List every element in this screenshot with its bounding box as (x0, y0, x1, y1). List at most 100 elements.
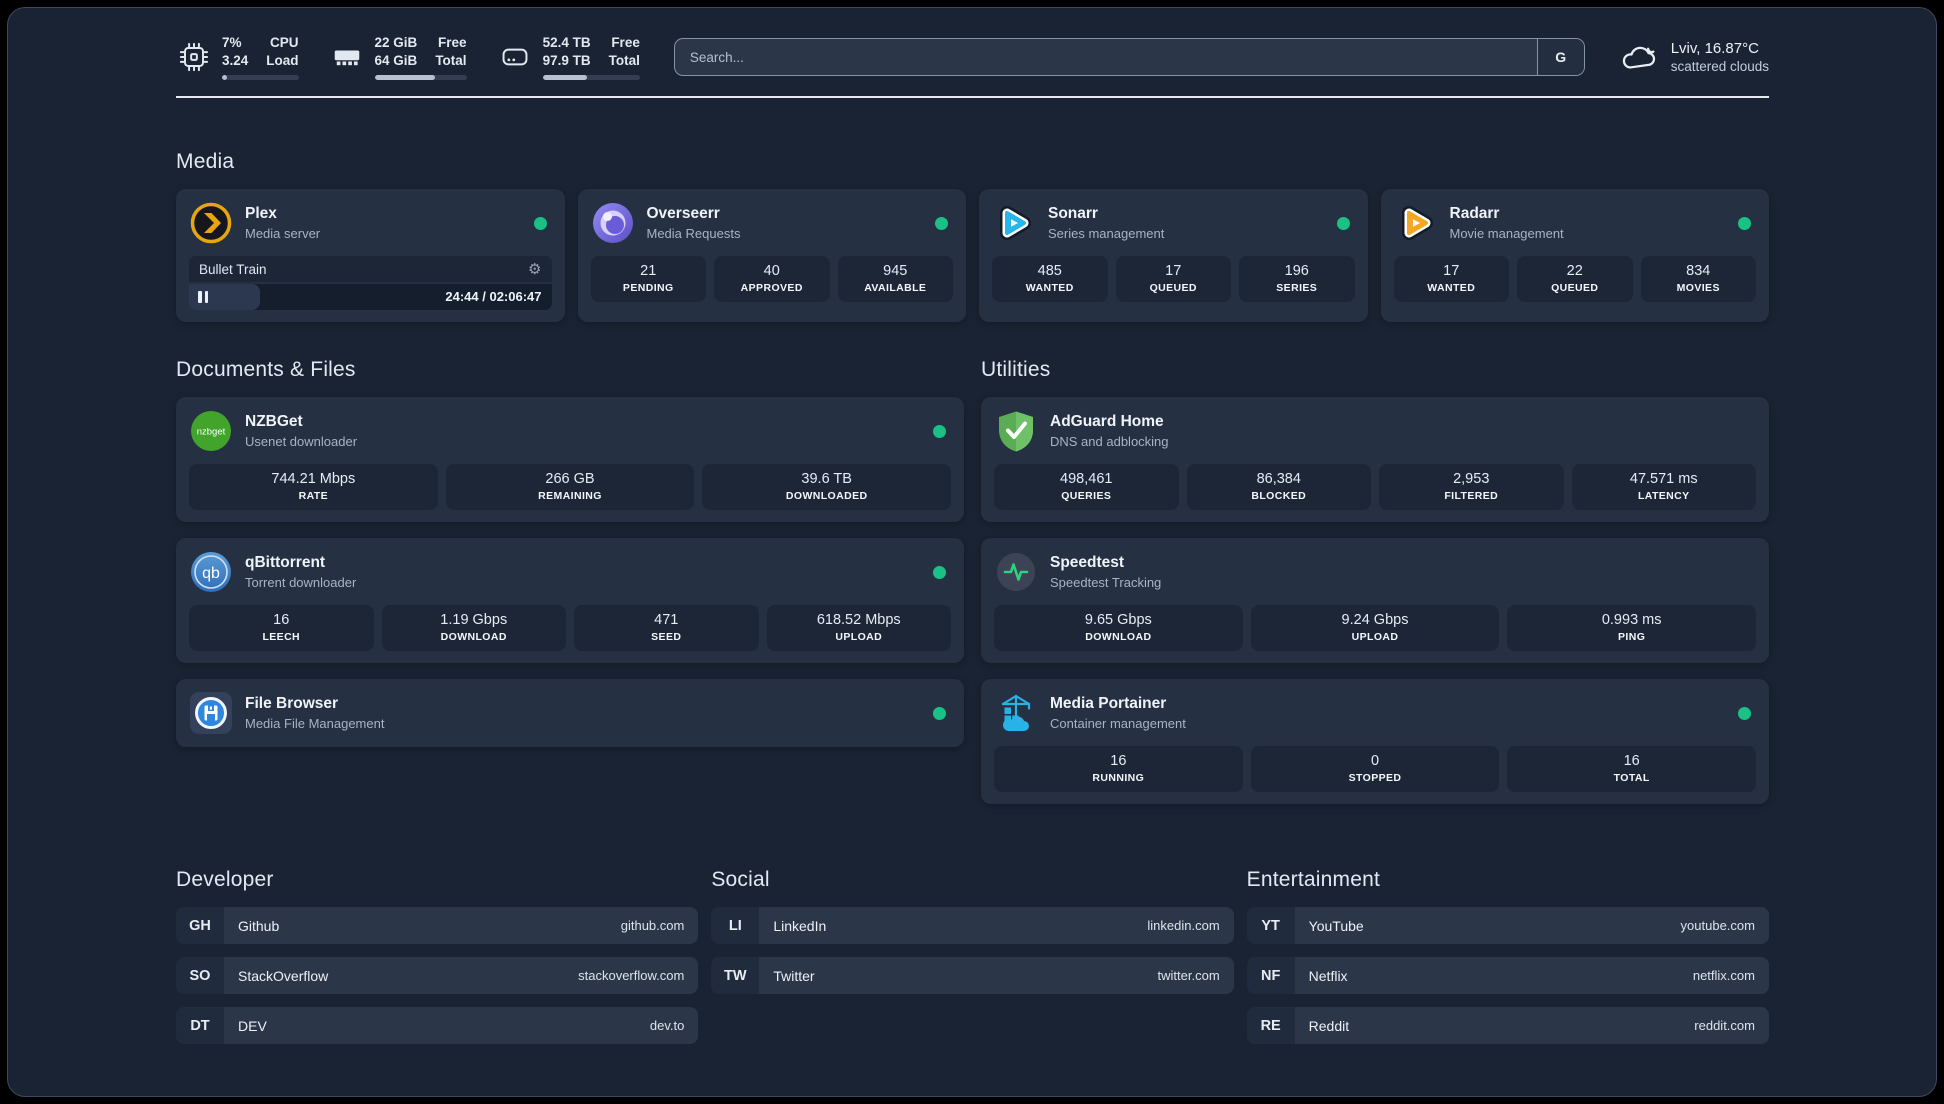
disk-labels: Free Total (608, 35, 640, 68)
section-utilities: Utilities (981, 358, 1769, 805)
stat-pending: 21 PENDING (590, 256, 706, 303)
bookmark-abbr: DT (176, 1007, 224, 1045)
system-stats: 7% 3.24 CPU Load (176, 34, 640, 81)
bookmark-name: Github (238, 917, 280, 934)
ram-labels: Free Total (435, 35, 467, 68)
bookmark-linkedin[interactable]: LI LinkedIn linkedin.com (711, 907, 1234, 945)
cpu-chip-icon (179, 42, 209, 72)
cloud-icon (1622, 46, 1655, 69)
overseerr-icon (591, 201, 635, 245)
app-name: Plex (245, 205, 277, 223)
search-input[interactable] (674, 39, 1537, 76)
sonarr-icon (992, 201, 1036, 245)
app-card-qbittorrent[interactable]: qb qBittorrent Torrent downloader (176, 538, 964, 664)
app-description: Usenet downloader (245, 433, 358, 449)
bookmark-abbr: TW (711, 957, 760, 995)
stat-available: 945 AVAILABLE (837, 256, 953, 303)
app-name: Sonarr (1048, 205, 1098, 223)
stat-wanted: 17 WANTED (1393, 256, 1509, 303)
app-description: Series management (1048, 225, 1165, 241)
stat-download: 9.65 Gbps DOWNLOAD (994, 605, 1243, 652)
stat-leech: 16 LEECH (189, 605, 374, 652)
stat-running: 16 RUNNING (994, 746, 1243, 793)
status-dot (533, 216, 547, 230)
bookmark-name: YouTube (1308, 917, 1364, 934)
app-card-nzbget[interactable]: nzbget NZBGet Usenet downloader 74 (176, 397, 964, 523)
cpu-progress-bar (222, 75, 299, 81)
search-engine-button[interactable]: G (1536, 39, 1584, 76)
now-playing-title: Bullet Train (199, 261, 267, 277)
bookmark-url: stackoverflow.com (578, 968, 685, 984)
gear-icon[interactable]: ⚙ (528, 260, 542, 278)
bookmark-name: Netflix (1308, 967, 1348, 984)
stat-queued: 22 QUEUED (1517, 256, 1633, 303)
status-dot (933, 706, 946, 720)
filebrowser-icon (189, 691, 233, 735)
bookmark-name: StackOverflow (238, 967, 329, 984)
speedtest-icon (994, 550, 1038, 594)
radarr-icon (1394, 201, 1438, 245)
stat-remaining: 266 GB REMAINING (445, 464, 695, 511)
stat-blocked: 86,384 BLOCKED (1186, 464, 1371, 511)
stat-series: 196 SERIES (1239, 256, 1355, 303)
bookmark-abbr: GH (176, 907, 224, 945)
bookmark-stackoverflow[interactable]: SO StackOverflow stackoverflow.com (176, 957, 699, 995)
ram-progress-bar (374, 75, 467, 81)
app-card-adguard[interactable]: AdGuard Home DNS and adblocking 498,461 … (981, 397, 1769, 523)
section-social: Social LI LinkedIn linkedin.com TW Twitt… (711, 868, 1234, 995)
weather-condition: scattered clouds (1670, 59, 1769, 75)
section-title-entertainment: Entertainment (1246, 868, 1380, 892)
svg-text:qb: qb (202, 565, 220, 582)
bookmark-url: linkedin.com (1147, 918, 1220, 934)
bookmark-url: youtube.com (1680, 918, 1755, 934)
app-card-filebrowser[interactable]: File Browser Media File Management (176, 679, 964, 748)
playback-progress-bar: 24:44 / 02:06:47 (189, 284, 552, 311)
status-dot (933, 424, 946, 438)
app-description: Movie management (1449, 225, 1564, 241)
ram-values: 22 GiB 64 GiB (374, 35, 418, 68)
nzbget-icon: nzbget (189, 409, 233, 453)
app-card-overseerr[interactable]: Overseerr Media Requests 21 PENDING 40 A… (577, 189, 966, 323)
bookmark-name: DEV (238, 1017, 267, 1034)
stat-latency: 47.571 ms LATENCY (1571, 464, 1756, 511)
app-card-plex[interactable]: Plex Media server Bullet Train ⚙ 24:44 /… (176, 189, 565, 323)
app-card-speedtest[interactable]: Speedtest Speedtest Tracking 9.65 Gbps D… (981, 538, 1769, 664)
bookmark-abbr: YT (1246, 907, 1295, 945)
app-name: Speedtest (1050, 554, 1125, 572)
bookmark-dev[interactable]: DT DEV dev.to (176, 1007, 699, 1045)
plex-icon (189, 201, 233, 245)
memory-stick-icon (334, 50, 359, 66)
stat-filtered: 2,953 FILTERED (1379, 464, 1564, 511)
dashboard-screen: 7% 3.24 CPU Load (7, 7, 1937, 1097)
bookmark-reddit[interactable]: RE Reddit reddit.com (1246, 1007, 1769, 1045)
app-card-portainer[interactable]: Media Portainer Container management 16 … (981, 679, 1769, 805)
bookmark-netflix[interactable]: NF Netflix netflix.com (1246, 957, 1769, 995)
app-card-sonarr[interactable]: Sonarr Series management 485 WANTED 17 Q… (979, 189, 1368, 323)
ram-widget: 22 GiB 64 GiB Free Total (329, 34, 467, 81)
app-description: Container management (1050, 715, 1186, 731)
app-description: Speedtest Tracking (1050, 574, 1162, 590)
stat-rate: 744.21 Mbps RATE (189, 464, 438, 511)
stat-seed: 471 SEED (574, 605, 759, 652)
status-dot (1336, 216, 1350, 230)
app-description: Media Requests (646, 225, 741, 241)
app-name: Overseerr (646, 205, 720, 223)
stat-stopped: 0 STOPPED (1250, 746, 1500, 793)
cpu-labels: CPU Load (266, 35, 299, 68)
bookmark-url: reddit.com (1694, 1018, 1755, 1034)
section-title-developer: Developer (176, 868, 274, 892)
bookmark-abbr: LI (711, 907, 760, 945)
app-card-radarr[interactable]: Radarr Movie management 17 WANTED 22 QUE… (1380, 189, 1769, 323)
bookmark-github[interactable]: GH Github github.com (176, 907, 699, 945)
svg-text:nzbget: nzbget (197, 427, 226, 438)
section-title-utilities: Utilities (981, 358, 1051, 382)
bookmark-youtube[interactable]: YT YouTube youtube.com (1246, 907, 1769, 945)
status-dot (935, 216, 948, 230)
cpu-widget: 7% 3.24 CPU Load (176, 34, 299, 81)
bookmark-abbr: SO (176, 957, 224, 995)
top-bar: 7% 3.24 CPU Load (176, 34, 1769, 81)
stat-movies: 834 MOVIES (1640, 256, 1756, 303)
bookmark-twitter[interactable]: TW Twitter twitter.com (711, 957, 1234, 995)
status-dot (1738, 216, 1751, 230)
stat-approved: 40 APPROVED (714, 256, 830, 303)
